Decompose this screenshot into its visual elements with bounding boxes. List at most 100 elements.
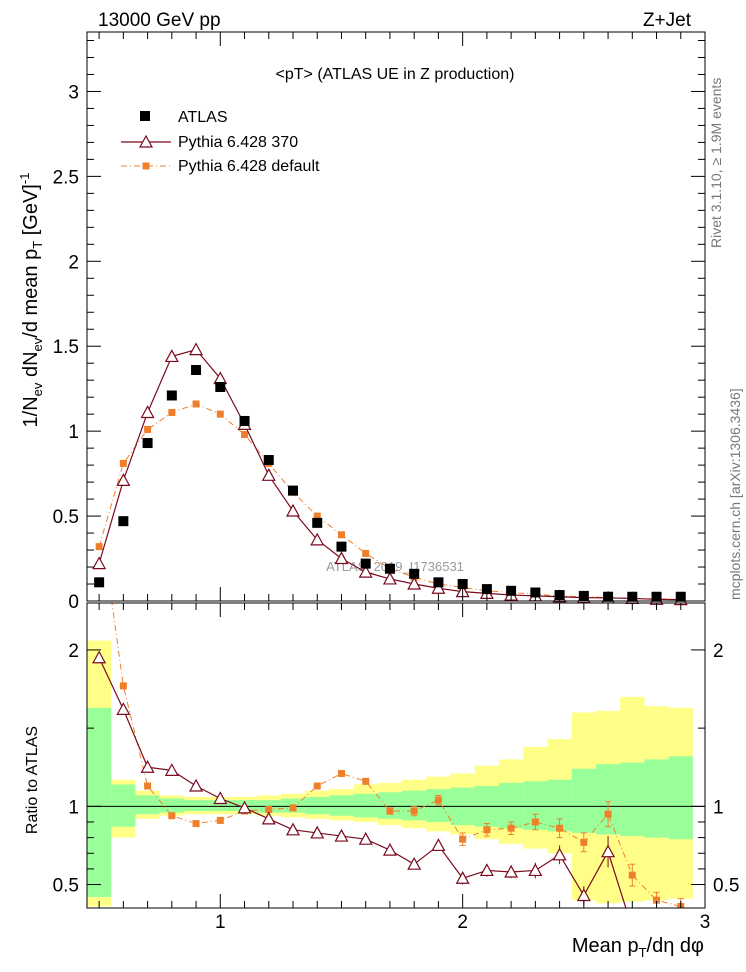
ratio-point-pythia-370 <box>431 838 446 852</box>
band-inner <box>183 800 209 812</box>
ratio-point-pythia-370 <box>576 888 591 902</box>
point-pythia-370 <box>407 576 422 590</box>
point-atlas <box>481 584 492 595</box>
main-y-tick-label: 2 <box>68 252 79 273</box>
band-inner <box>111 784 136 827</box>
point-pythia-370 <box>92 556 107 570</box>
point-atlas <box>506 585 517 596</box>
side-label-rivet: Rivet 3.1.10, ≥ 1.9M events <box>708 78 724 248</box>
point-pythia-370 <box>140 405 155 419</box>
ratio-point-pythia-default <box>119 682 127 690</box>
header-right: Z+Jet <box>643 10 692 31</box>
ratio-point-pythia-370 <box>601 844 616 858</box>
header-left: 13000 GeV pp <box>98 10 221 31</box>
watermark: ATLAS_2019_I1736531 <box>326 559 464 574</box>
main-y-tick-label: 0.5 <box>53 507 79 528</box>
ratio-frame <box>86 602 706 909</box>
point-atlas <box>118 516 129 527</box>
ratio-point-pythia-default <box>580 838 588 846</box>
ratio-point-pythia-370 <box>334 828 349 842</box>
point-pythia-default <box>168 408 176 416</box>
ratio-point-pythia-default <box>386 807 394 815</box>
point-pythia-default <box>119 459 127 467</box>
legend-label-atlas: ATLAS <box>178 109 228 126</box>
legend-label-pythia-default: Pythia 6.428 default <box>178 158 320 175</box>
ratio-y-tick-label-right: 0.5 <box>713 876 739 897</box>
ratio-panel: 0.5 0.5 1 1 2 2 1 2 3 Ratio to ATLAS Mean pT/dη … <box>24 602 739 960</box>
point-pythia-default <box>192 400 200 408</box>
point-atlas <box>94 577 105 588</box>
point-pythia-370 <box>261 468 276 481</box>
ratio-y-axis-label: Ratio to ATLAS <box>24 726 41 834</box>
ratio-plot-area <box>87 603 705 908</box>
ratio-point-pythia-370 <box>504 864 519 878</box>
ratio-point-pythia-370 <box>310 825 325 839</box>
point-pythia-370 <box>116 473 131 487</box>
main-y-tick-label: 0 <box>68 592 79 613</box>
legend: ATLAS Pythia 6.428 370 Pythia 6.428 defaul… <box>121 109 320 175</box>
point-atlas <box>409 568 420 579</box>
ratio-point-pythia-default <box>507 824 515 832</box>
svg-text:Mean pT/dη dφ: Mean pT/dη dφ <box>572 935 704 960</box>
ratio-point-pythia-370 <box>285 822 301 836</box>
ratio-point-pythia-default <box>459 835 467 843</box>
band-inner <box>571 768 596 833</box>
point-pythia-370 <box>164 349 179 363</box>
bands-main <box>92 342 688 606</box>
ratio-point-pythia-default <box>628 871 636 879</box>
ratio-point-pythia-default <box>265 805 273 813</box>
ratio-point-pythia-default <box>434 796 442 804</box>
ratio-point-pythia-370 <box>455 871 470 884</box>
main-y-tick-label: 1.5 <box>53 337 79 358</box>
point-atlas <box>530 587 541 598</box>
band-inner <box>329 795 354 816</box>
point-atlas <box>239 415 250 426</box>
point-atlas <box>384 563 395 574</box>
ratio-y-tick-label-left: 2 <box>68 641 79 662</box>
ratio-point-pythia-default <box>604 810 612 818</box>
ratio-point-pythia-default <box>410 807 418 815</box>
ratio-y-tick-label-right: 1 <box>713 797 724 818</box>
ratio-point-pythia-default <box>144 782 152 790</box>
main-y-ticks: 0.5 1 1.5 2 2.5 3 0 <box>53 32 705 613</box>
band-inner <box>135 795 160 815</box>
point-pythia-default <box>241 431 249 439</box>
band-inner <box>426 789 451 822</box>
main-y-axis-label: 1/Nev dNev/d mean pT [GeV]-1 <box>17 173 45 428</box>
band-inner <box>87 707 112 898</box>
point-pythia-default <box>362 549 370 557</box>
point-atlas <box>433 577 444 588</box>
point-pythia-370 <box>189 342 204 356</box>
ratio-point-pythia-370 <box>140 759 155 773</box>
point-atlas <box>191 365 202 376</box>
band-inner <box>305 796 330 815</box>
point-pythia-default <box>313 512 321 520</box>
point-atlas <box>288 485 298 496</box>
ratio-point-pythia-default <box>289 804 297 812</box>
ratio-point-pythia-370 <box>189 778 204 792</box>
point-atlas <box>336 541 347 552</box>
ratio-point-pythia-default <box>313 782 321 790</box>
point-pythia-370 <box>382 571 397 585</box>
ratio-point-pythia-370 <box>528 863 543 877</box>
point-atlas <box>457 579 468 590</box>
main-y-tick-label: 2.5 <box>53 167 79 188</box>
ratio-x-tick-label: 2 <box>457 912 468 933</box>
point-atlas <box>360 558 371 569</box>
ratio-point-pythia-default <box>168 812 176 820</box>
ratio-point-pythia-default <box>531 818 539 826</box>
ratio-point-pythia-default <box>653 896 661 904</box>
svg-text:1/Nev dNev/d mean pT [GeV]-1: 1/Nev dNev/d mean pT [GeV]-1 <box>17 173 45 428</box>
ratio-point-pythia-370 <box>92 650 107 664</box>
ratio-point-pythia-370 <box>116 702 131 715</box>
side-label-mcplots: mcplots.cern.ch [arXiv:1306.3436] <box>727 388 743 600</box>
point-pythia-370 <box>334 551 349 565</box>
point-atlas <box>142 438 153 449</box>
ratio-point-pythia-default <box>483 826 491 834</box>
band-inner <box>377 792 403 819</box>
legend-marker-pythia-default <box>142 162 150 170</box>
point-pythia-default <box>216 410 224 418</box>
ratio-point-pythia-370 <box>358 831 373 845</box>
band-inner <box>353 793 378 818</box>
band-inner <box>159 798 184 813</box>
